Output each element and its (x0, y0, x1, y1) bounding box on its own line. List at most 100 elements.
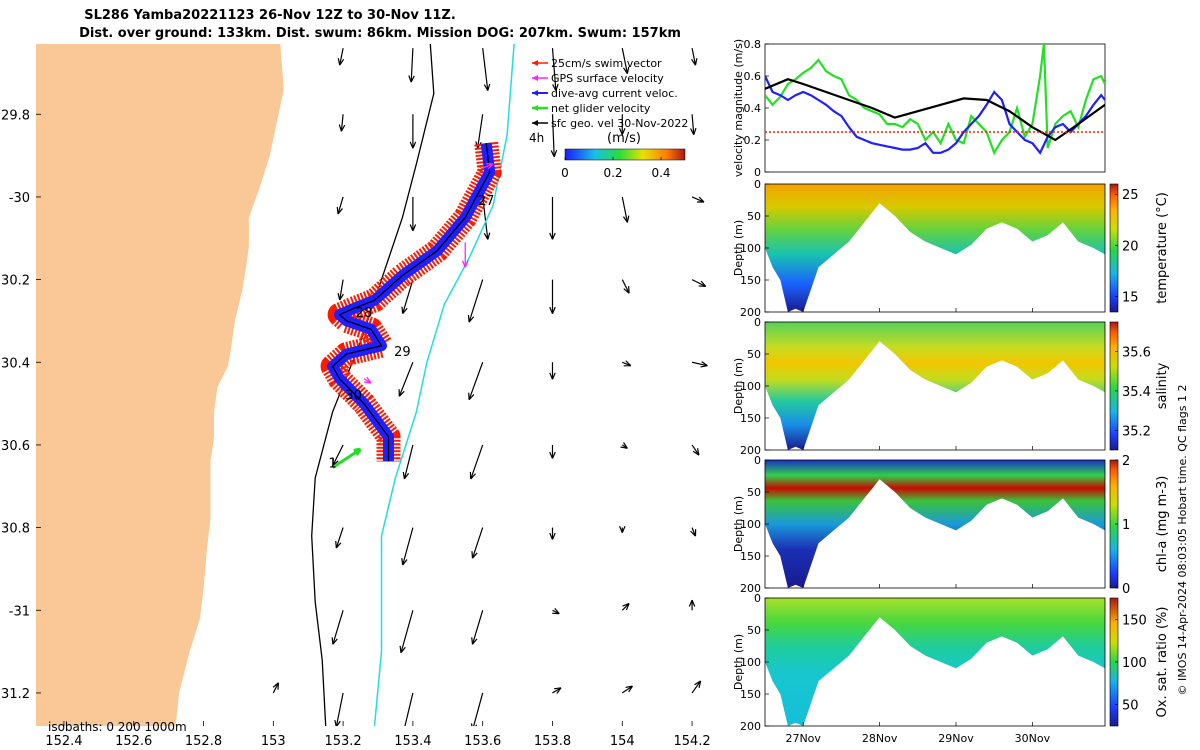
velocity-y-tick-label: 0.4 (744, 102, 762, 115)
colorbar-tick-label: 150 (1122, 613, 1147, 628)
geo-vector-arrow (621, 48, 630, 74)
section-panel-temperature: 0 50 100 150 200 Depth (m) 15 20 25 temperature (… (732, 178, 1170, 319)
day-label: 27 (478, 194, 495, 209)
temperature-colorbar (1109, 183, 1119, 313)
map-legend: 25cm/s swim vector GPS surface velocity … (529, 57, 688, 180)
depth-tick-label: 50 (747, 624, 761, 637)
depth-tick-label: 150 (740, 412, 761, 425)
chart-title-line-2: Dist. over ground: 133km. Dist. swum: 86… (79, 26, 681, 41)
geo-vector-arrow (334, 692, 344, 726)
depth-tick-label: 0 (754, 592, 761, 605)
geo-vector-arrow (621, 602, 630, 611)
gps-surface-velocity-arrows (363, 163, 494, 384)
depth-tick-label: 50 (747, 486, 761, 499)
map-x-tick-label: 152.4 (45, 734, 82, 749)
depth-tick-label: 200 (740, 444, 761, 457)
legend-swim-vector: 25cm/s swim vector (551, 57, 662, 70)
colorbar-tick-label: 0 (1122, 582, 1130, 597)
map-x-tick-label: 153.4 (394, 734, 431, 749)
geo-vector-arrow (691, 279, 707, 287)
geo-vector-arrow (621, 196, 630, 223)
oxygen-colorbar-label: Ox. sat. ratio (%) (1155, 607, 1170, 718)
gps-arrow (461, 242, 469, 268)
velocity-y-axis: 0 0.2 0.4 0.6 0.8 (744, 38, 769, 179)
map-colorbar-tick-label: 0.4 (651, 166, 670, 180)
depth-tick-label: 150 (740, 550, 761, 563)
geo-vector-arrow (688, 599, 696, 611)
depth-tick-label: 150 (740, 274, 761, 287)
map-x-tick-label: 153.8 (534, 734, 571, 749)
geo-vector-arrow (619, 526, 626, 533)
depth-tick-label: 0 (754, 316, 761, 329)
chla-y-label: Depth (m) (732, 496, 745, 552)
time-tick-label: 29Nov (938, 732, 974, 745)
geo-vector-arrow (398, 362, 414, 397)
colorbar-tick-label: 35.6 (1122, 346, 1151, 361)
map-y-axis: 29.8 -30 30.2 30.4 30.6 30.8 -31 31.2 (1, 108, 41, 702)
geo-vector-arrow (549, 362, 556, 380)
salinity-colorbar-label: salinity (1155, 362, 1170, 409)
map-colorbar (564, 148, 686, 161)
chla-section-fill (765, 460, 1105, 588)
legend-geo-velocity: sfc geo. vel 30-Nov-2022 (551, 117, 688, 130)
map-y-tick-label: 30.8 (1, 522, 30, 537)
isobath-1000m-line (373, 44, 515, 726)
depth-tick-label: 200 (740, 720, 761, 733)
map-y-tick-label: 30.6 (1, 439, 30, 454)
map-x-tick-label: 154 (610, 734, 635, 749)
map-x-tick-label: 153.6 (464, 734, 501, 749)
colorbar-tick-label: 35.4 (1122, 385, 1151, 400)
map-colorbar-ticks: 0 0.2 0.4 (561, 157, 671, 180)
geo-vector-arrow (401, 527, 414, 566)
map-x-tick-label: 153.2 (324, 734, 361, 749)
geo-vector-arrow (621, 685, 633, 694)
chla-colorbar-label: chl-a (mg m-3) (1155, 476, 1170, 573)
isobaths-label: isobaths: 0 200 1000m (48, 720, 187, 734)
geo-vector-arrow (550, 114, 558, 158)
copyright-side-text: © IMOS 14-Apr-2024 08:03:05 Hobart time.… (1176, 385, 1189, 696)
geo-vector-arrow (404, 692, 414, 726)
geo-vector-arrow (691, 361, 708, 368)
geo-vector-arrow (470, 692, 484, 726)
geo-vector-arrow (691, 196, 705, 203)
geo-vector-arrow (337, 279, 344, 301)
time-x-axis: 27Nov 28Nov 29Nov 30Nov (785, 732, 1050, 745)
oxygen-y-label: Depth (m) (732, 634, 745, 690)
legend-dive-avg: dive-avg current veloc. (551, 87, 678, 100)
geo-vector-arrow (468, 362, 484, 401)
map-y-tick-label: -30 (9, 191, 30, 206)
map-y-tick-label: 31.2 (1, 687, 30, 702)
colorbar-tick-label: 25 (1122, 188, 1139, 203)
section-panel-chla: 0 50 100 150 200 Depth (m) 0 1 2 chl-a (mg m-3) (732, 454, 1170, 597)
net-glider-velocity-vector (331, 447, 362, 469)
map-colorbar-tick-label: 0 (561, 166, 569, 180)
day-labels: 27 28 29 30 1 (328, 194, 494, 471)
legend-4h-label: 4h (529, 131, 544, 145)
colorbar-tick-label: 100 (1122, 656, 1147, 671)
geo-vector-arrow (401, 279, 414, 314)
geo-vector-arrow (691, 680, 702, 694)
geo-vector-arrow (338, 114, 346, 132)
temperature-section-fill (765, 184, 1105, 312)
geo-vector-arrow (335, 527, 344, 549)
geo-vector-arrow (552, 687, 562, 694)
temperature-y-label: Depth (m) (732, 220, 745, 276)
geo-vector-arrow (467, 279, 484, 323)
legend-gps-velocity: GPS surface velocity (551, 72, 664, 85)
geo-vector-arrow (549, 444, 556, 459)
depth-tick-label: 0 (754, 454, 761, 467)
geo-vector-arrow (549, 527, 556, 540)
chart-title-line-1: SL286 Yamba20221123 26-Nov 12Z to 30-Nov… (84, 8, 456, 23)
map-colorbar-label: (m/s) (607, 131, 641, 146)
geo-vector-arrow (332, 444, 344, 466)
geo-vector-arrow (337, 48, 345, 66)
depth-tick-label: 50 (747, 210, 761, 223)
geo-vector-arrow (622, 360, 632, 367)
geo-vector-arrow (691, 48, 698, 66)
velocity-series-sfc-geo-vel (765, 78, 1105, 142)
time-tick-label: 30Nov (1015, 732, 1051, 745)
net-velocity-arrow (331, 447, 362, 469)
colorbar-tick-label: 15 (1122, 291, 1139, 306)
